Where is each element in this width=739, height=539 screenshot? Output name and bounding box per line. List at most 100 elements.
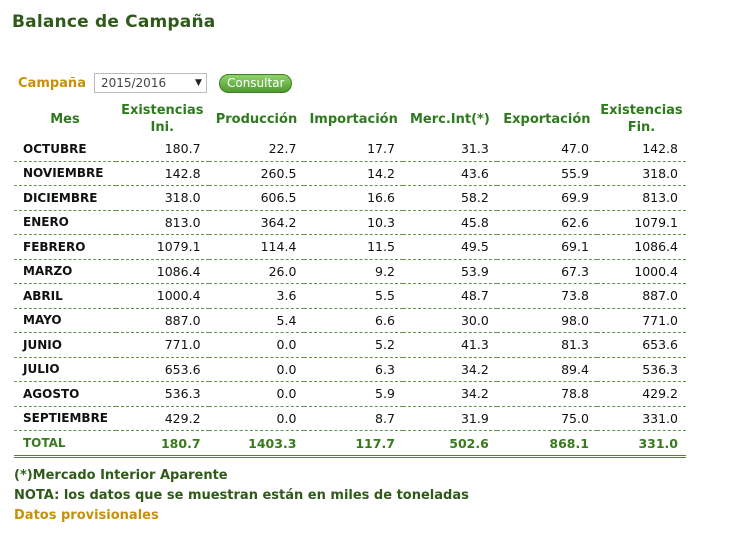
cell-mes: JULIO xyxy=(14,357,117,382)
cell-existencias-ini: 180.7 xyxy=(116,137,209,162)
cell-exportacion: 67.3 xyxy=(496,259,597,284)
table-row: ABRIL 1000.4 3.6 5.5 48.7 73.8 887.0 xyxy=(14,283,686,309)
cell-exportacion: 75.0 xyxy=(496,406,597,431)
cell-mes: AGOSTO xyxy=(14,381,117,407)
cell-importacion: 8.7 xyxy=(304,406,403,431)
cell-produccion: 5.4 xyxy=(208,308,305,333)
cell-merc-int: 41.3 xyxy=(402,332,497,358)
cell-existencias-fin: 142.8 xyxy=(596,137,686,162)
cell-mes: FEBRERO xyxy=(14,234,117,260)
cell-exportacion: 55.9 xyxy=(496,161,597,186)
cell-merc-int: 34.2 xyxy=(402,381,497,407)
campaign-select-value: 2015/2016 xyxy=(100,76,167,90)
cell-exportacion: 69.9 xyxy=(496,185,597,211)
campaign-filter: Campaña 2015/2016 ▼ Consultar xyxy=(18,72,293,94)
cell-existencias-fin: 1079.1 xyxy=(596,210,686,235)
cell-merc-int: 30.0 xyxy=(402,308,497,333)
cell-importacion: 5.2 xyxy=(304,332,403,358)
col-header-importacion: Importación xyxy=(309,111,398,127)
notes: (*)Mercado Interior Aparente NOTA: los d… xyxy=(14,466,469,526)
cell-produccion: 1403.3 xyxy=(208,430,305,458)
cell-importacion: 9.2 xyxy=(304,259,403,284)
consultar-button[interactable]: Consultar xyxy=(218,73,293,93)
cell-mes: NOVIEMBRE xyxy=(14,161,117,186)
cell-exportacion: 98.0 xyxy=(496,308,597,333)
table-row: DICIEMBRE 318.0 606.5 16.6 58.2 69.9 813.0 xyxy=(14,185,686,211)
cell-produccion: 260.5 xyxy=(208,161,305,186)
cell-mes: ABRIL xyxy=(14,283,117,309)
cell-produccion: 0.0 xyxy=(208,381,305,407)
cell-mes: DICIEMBRE xyxy=(14,185,117,211)
units-note: NOTA: los datos que se muestran están en… xyxy=(14,488,469,503)
cell-exportacion: 81.3 xyxy=(496,332,597,358)
cell-mes: ENERO xyxy=(14,210,117,235)
cell-merc-int: 31.9 xyxy=(402,406,497,431)
cell-existencias-ini: 1086.4 xyxy=(116,259,209,284)
col-header-produccion: Producción xyxy=(215,111,298,127)
cell-mes: MAYO xyxy=(14,308,117,333)
table-row: OCTUBRE 180.7 22.7 17.7 31.3 47.0 142.8 xyxy=(14,137,686,162)
col-header-exportacion: Exportación xyxy=(503,111,591,127)
cell-merc-int: 49.5 xyxy=(402,234,497,260)
footnote-merc-int: (*)Mercado Interior Aparente xyxy=(14,468,228,483)
cell-merc-int: 48.7 xyxy=(402,283,497,309)
cell-existencias-ini: 318.0 xyxy=(116,185,209,211)
provisional-note: Datos provisionales xyxy=(14,508,159,523)
cell-existencias-ini: 142.8 xyxy=(116,161,209,186)
cell-exportacion: 62.6 xyxy=(496,210,597,235)
cell-produccion: 0.0 xyxy=(208,357,305,382)
cell-merc-int: 31.3 xyxy=(402,137,497,162)
cell-existencias-fin: 771.0 xyxy=(596,308,686,333)
cell-mes: JUNIO xyxy=(14,332,117,358)
campaign-select[interactable]: 2015/2016 ▼ xyxy=(93,73,207,93)
cell-importacion: 6.3 xyxy=(304,357,403,382)
cell-existencias-fin: 1086.4 xyxy=(596,234,686,260)
campaign-label: Campaña xyxy=(18,75,86,91)
cell-exportacion: 868.1 xyxy=(496,430,597,458)
cell-existencias-fin: 429.2 xyxy=(596,381,686,407)
cell-produccion: 0.0 xyxy=(208,332,305,358)
cell-existencias-fin: 813.0 xyxy=(596,185,686,211)
cell-existencias-fin: 653.6 xyxy=(596,332,686,358)
cell-importacion: 6.6 xyxy=(304,308,403,333)
col-header-existencias-ini: Existencias Ini. xyxy=(121,103,204,135)
cell-merc-int: 53.9 xyxy=(402,259,497,284)
cell-existencias-ini: 813.0 xyxy=(116,210,209,235)
cell-existencias-ini: 180.7 xyxy=(116,430,209,458)
cell-existencias-ini: 1079.1 xyxy=(116,234,209,260)
cell-existencias-fin: 536.3 xyxy=(596,357,686,382)
cell-merc-int: 58.2 xyxy=(402,185,497,211)
cell-existencias-fin: 1000.4 xyxy=(596,259,686,284)
cell-importacion: 5.5 xyxy=(304,283,403,309)
table-row: JUNIO 771.0 0.0 5.2 41.3 81.3 653.6 xyxy=(14,332,686,358)
cell-mes: MARZO xyxy=(14,259,117,284)
cell-importacion: 17.7 xyxy=(304,137,403,162)
cell-importacion: 10.3 xyxy=(304,210,403,235)
cell-produccion: 3.6 xyxy=(208,283,305,309)
table-total-row: TOTAL 180.7 1403.3 117.7 502.6 868.1 331.0 xyxy=(14,430,686,458)
cell-produccion: 26.0 xyxy=(208,259,305,284)
cell-merc-int: 34.2 xyxy=(402,357,497,382)
cell-exportacion: 73.8 xyxy=(496,283,597,309)
cell-importacion: 117.7 xyxy=(304,430,403,458)
cell-existencias-fin: 318.0 xyxy=(596,161,686,186)
cell-produccion: 114.4 xyxy=(208,234,305,260)
cell-existencias-ini: 429.2 xyxy=(116,406,209,431)
cell-existencias-ini: 653.6 xyxy=(116,357,209,382)
col-header-merc-int: Merc.Int(*) xyxy=(409,111,490,127)
cell-existencias-ini: 771.0 xyxy=(116,332,209,358)
table-row: JULIO 653.6 0.0 6.3 34.2 89.4 536.3 xyxy=(14,357,686,382)
table-row: MARZO 1086.4 26.0 9.2 53.9 67.3 1000.4 xyxy=(14,259,686,284)
cell-importacion: 16.6 xyxy=(304,185,403,211)
cell-produccion: 0.0 xyxy=(208,406,305,431)
table-row: AGOSTO 536.3 0.0 5.9 34.2 78.8 429.2 xyxy=(14,381,686,407)
cell-merc-int: 502.6 xyxy=(402,430,497,458)
cell-importacion: 5.9 xyxy=(304,381,403,407)
balance-table: Mes Existencias Ini. Producción Importac… xyxy=(14,101,686,458)
cell-produccion: 606.5 xyxy=(208,185,305,211)
table-row: SEPTIEMBRE 429.2 0.0 8.7 31.9 75.0 331.0 xyxy=(14,406,686,431)
cell-existencias-fin: 331.0 xyxy=(596,430,686,458)
chevron-down-icon: ▼ xyxy=(195,78,202,88)
table-row: ENERO 813.0 364.2 10.3 45.8 62.6 1079.1 xyxy=(14,210,686,235)
col-header-existencias-fin: Existencias Fin. xyxy=(600,103,683,135)
